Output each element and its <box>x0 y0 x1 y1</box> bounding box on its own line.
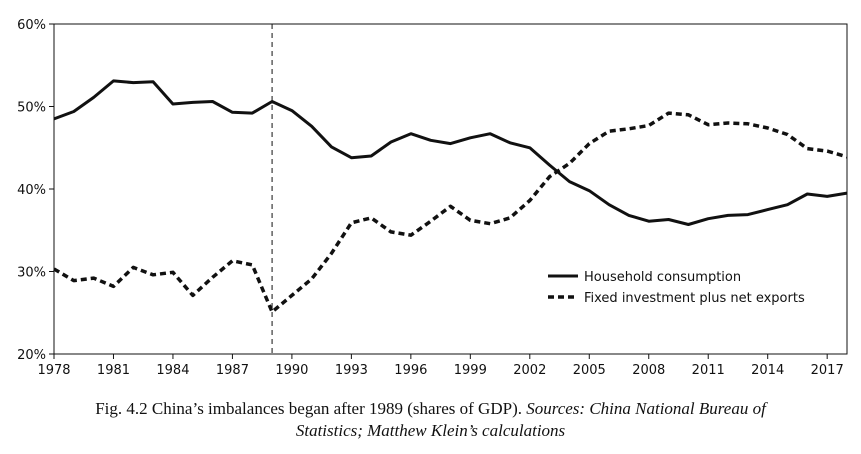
y-tick-label: 60% <box>17 18 46 33</box>
y-tick-label: 30% <box>17 266 46 281</box>
legend-label-household: Household consumption <box>584 270 741 285</box>
x-tick-label: 2017 <box>811 363 844 378</box>
y-tick-label: 20% <box>17 348 46 363</box>
x-axis: 1978 1981 1984 1987 1990 1993 1996 1999 2002 2005… <box>37 354 844 378</box>
x-tick-label: 1984 <box>156 363 189 378</box>
series-layer <box>53 79 848 314</box>
x-tick-label: 1987 <box>216 363 249 378</box>
x-tick-label: 2002 <box>513 363 546 378</box>
y-tick-label: 40% <box>17 183 46 198</box>
x-tick-label: 1996 <box>394 363 427 378</box>
x-tick-label: 1993 <box>335 363 368 378</box>
caption-main: Fig. 4.2 China’s imbalances began after … <box>95 399 527 418</box>
line-chart: 20% 30% 40% 50% 60% 1978 1981 1984 1987 1990 1993… <box>17 18 848 378</box>
x-tick-label: 1978 <box>37 363 70 378</box>
x-tick-label: 1999 <box>454 363 487 378</box>
x-tick-label: 2005 <box>573 363 606 378</box>
y-tick-label: 50% <box>17 101 46 116</box>
series-line-investment <box>53 111 848 314</box>
x-tick-label: 1990 <box>275 363 308 378</box>
x-tick-label: 2011 <box>692 363 725 378</box>
legend-label-investment: Fixed investment plus net exports <box>584 291 805 306</box>
legend: Household consumption Fixed investment p… <box>548 270 805 306</box>
caption-sources-line2: Statistics; Matthew Klein’s calculations <box>295 421 566 440</box>
series-line-household <box>53 79 848 226</box>
x-tick-label: 2014 <box>751 363 784 378</box>
caption-sources: Sources: China National Bureau of <box>526 399 766 418</box>
x-tick-label: 2008 <box>632 363 665 378</box>
y-axis: 20% 30% 40% 50% 60% <box>17 18 54 363</box>
x-tick-label: 1981 <box>97 363 130 378</box>
figure-caption: Fig. 4.2 China’s imbalances began after … <box>0 398 861 442</box>
